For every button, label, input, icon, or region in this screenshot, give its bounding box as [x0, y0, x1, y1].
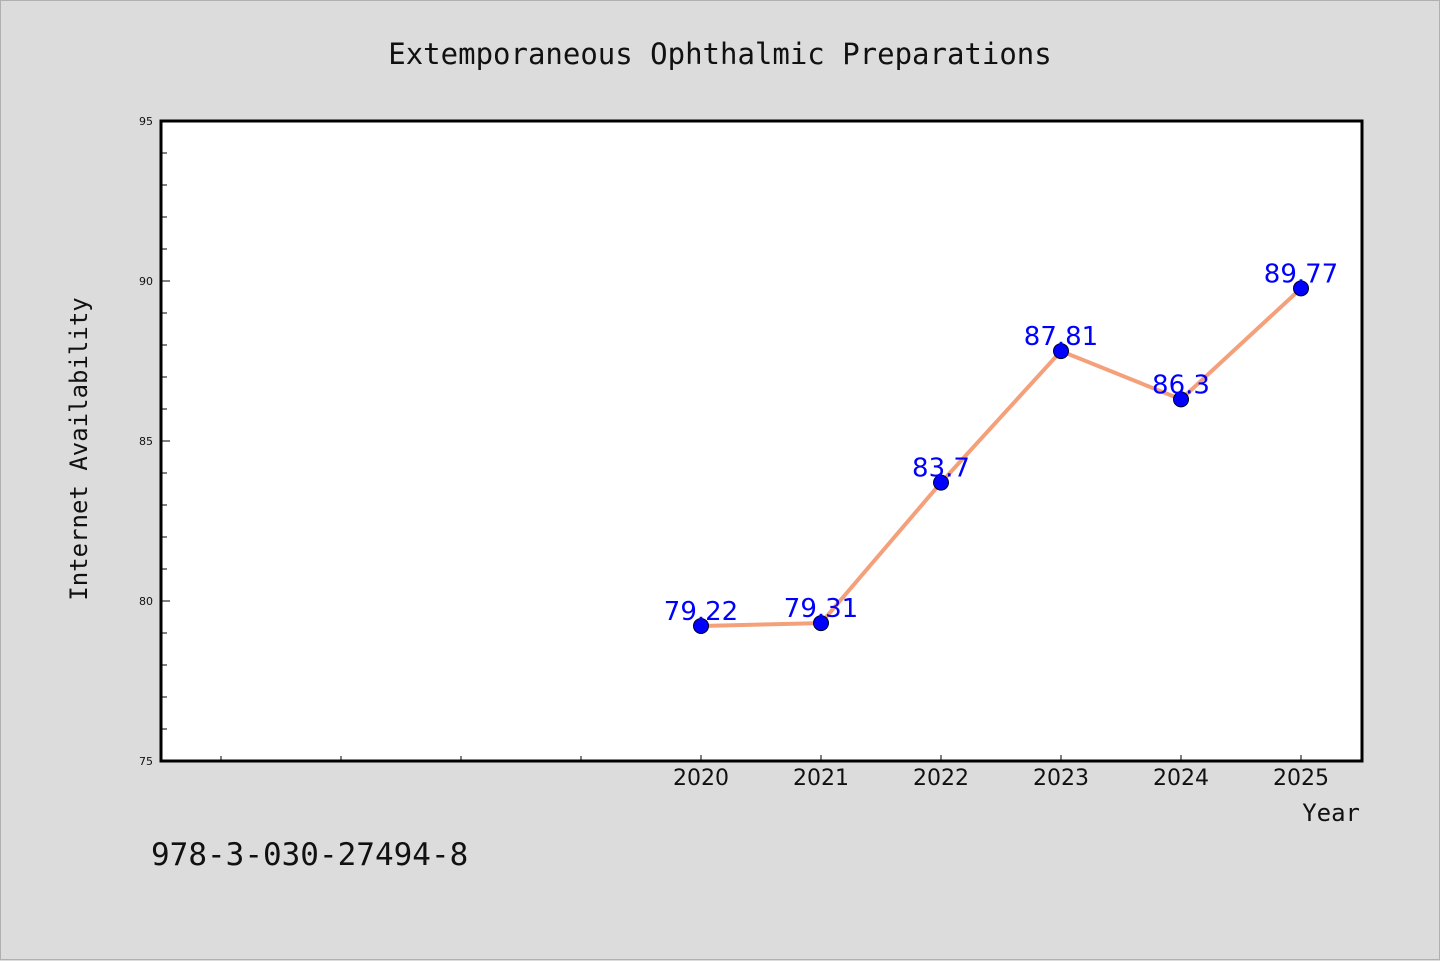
data-point — [813, 615, 829, 632]
x-tick-label: 2021 — [793, 766, 849, 791]
data-label: 86.3 — [1152, 370, 1210, 400]
series-layer: 79.22 79.31 83.7 87.81 86.3 89.77 — [664, 259, 1338, 634]
data-label: 87.81 — [1024, 322, 1098, 352]
x-tick-label: 2020 — [673, 766, 729, 791]
data-label: 89.77 — [1264, 259, 1338, 289]
data-point — [1293, 280, 1309, 297]
y-tick-label: 75 — [139, 755, 153, 768]
data-point — [1173, 391, 1189, 408]
data-point — [693, 617, 709, 634]
x-tick-label: 2022 — [913, 766, 969, 791]
y-tick-label: 80 — [139, 595, 153, 608]
y-axis: 75 80 85 90 95 — [139, 115, 170, 768]
data-label: 79.22 — [664, 597, 738, 627]
x-tick-label: 2024 — [1153, 766, 1209, 791]
plot-area — [159, 119, 1364, 763]
data-point — [933, 474, 949, 491]
y-tick-label: 95 — [139, 115, 153, 128]
y-tick-label: 90 — [139, 275, 153, 288]
series-line — [700, 286, 1303, 628]
y-tick-label: 85 — [139, 435, 153, 448]
footer-identifier: 978-3-030-27494-8 — [151, 837, 468, 873]
x-axis-label: Year — [1302, 799, 1360, 827]
x-axis: 2020 2021 2022 2023 2024 2025 — [220, 755, 1329, 791]
y-axis-label: Internet Availability — [65, 297, 93, 600]
data-label: 83.7 — [912, 454, 970, 484]
x-tick-label: 2025 — [1273, 766, 1329, 791]
data-label: 79.31 — [784, 594, 858, 624]
chart-title: Extemporaneous Ophthalmic Preparations — [388, 37, 1051, 71]
x-tick-label: 2023 — [1033, 766, 1089, 791]
data-point — [1053, 343, 1069, 360]
